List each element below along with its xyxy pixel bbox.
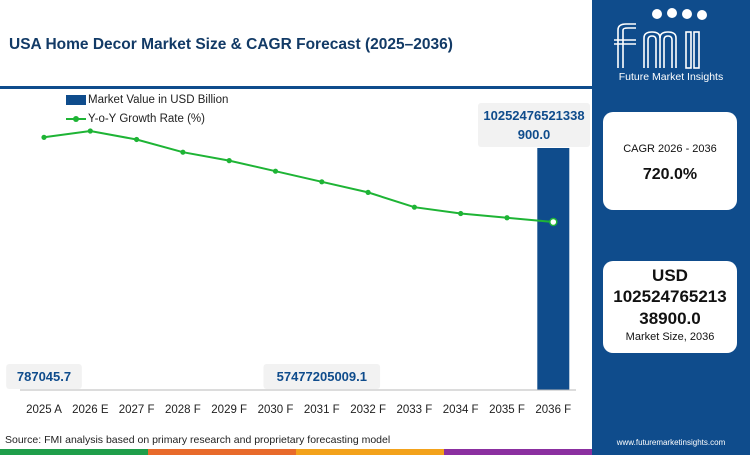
growth-point-2033-f [411, 204, 417, 210]
legend-label-market-value: Market Value in USD Billion [88, 93, 229, 106]
legend-item-market-value: Market Value in USD Billion [66, 90, 228, 109]
source-note: Source: FMI analysis based on primary re… [5, 434, 391, 446]
side-panel: Future Market Insights CAGR 2026 - 2036 … [592, 0, 750, 455]
title-divider [0, 86, 592, 89]
svg-text:57477205009.1: 57477205009.1 [277, 369, 367, 384]
strip-segment [0, 449, 148, 455]
growth-point-2031-f [319, 179, 325, 185]
bar-2036-f [537, 148, 570, 390]
x-tick-2036-f: 2036 F [535, 404, 571, 416]
x-axis-ticks: 2025 A 2026 E 2027 F 2028 F 2029 F 2030 F 2031… [26, 404, 571, 416]
x-tick-2032-f: 2032 F [350, 404, 386, 416]
strip-segment [296, 449, 444, 455]
data-labels: 787045.7 57477205009.1 10252476521338 900.0 [6, 103, 590, 389]
legend: Market Value in USD Billion Y-o-Y Growth… [66, 90, 228, 128]
growth-line [43, 129, 554, 223]
legend-label-growth-rate: Y-o-Y Growth Rate (%) [88, 112, 205, 125]
growth-point-2028-f [180, 149, 186, 155]
growth-point-2029-f [226, 158, 232, 164]
x-tick-2034-f: 2034 F [443, 404, 479, 416]
legend-bar-swatch [66, 94, 86, 105]
growth-point-2025-a [41, 134, 47, 140]
website-url: www.futuremarketinsights.com [616, 438, 726, 447]
x-tick-2027-f: 2027 F [119, 404, 155, 416]
bar-series [28, 148, 570, 390]
svg-text:10252476521338: 10252476521338 [483, 108, 584, 123]
page-title: USA Home Decor Market Size & CAGR Foreca… [9, 36, 453, 53]
fmi-logo-icon [614, 8, 707, 69]
market-size-label: Market Size, 2036 [625, 331, 715, 343]
data-label-2025-a: 787045.7 [6, 364, 82, 389]
chart-plot: 787045.7 57477205009.1 10252476521338 900.0… [6, 103, 590, 416]
strip-segment [148, 449, 296, 455]
svg-text:787045.7: 787045.7 [17, 369, 71, 384]
x-tick-2035-f: 2035 F [489, 404, 525, 416]
legend-line-swatch [66, 114, 86, 124]
cagr-card: CAGR 2026 - 2036 720.0% [603, 112, 737, 210]
x-tick-2025-a: 2025 A [26, 404, 62, 416]
cagr-label: CAGR 2026 - 2036 [623, 143, 717, 155]
growth-point-2026-e [87, 128, 93, 134]
x-tick-2028-f: 2028 F [165, 404, 201, 416]
cagr-value: 720.0% [642, 166, 698, 183]
x-tick-2030-f: 2030 F [258, 404, 294, 416]
x-tick-2026-e: 2026 E [72, 404, 109, 416]
svg-text:900.0: 900.0 [518, 127, 551, 142]
data-label-2036-f: 10252476521338 900.0 [478, 103, 590, 147]
growth-point-2027-f [134, 136, 140, 143]
x-tick-2033-f: 2033 F [396, 404, 432, 416]
market-size-currency: USD [652, 266, 688, 285]
strip-segment [444, 449, 592, 455]
market-size-value-line2: 38900.0 [639, 309, 701, 328]
growth-point-2036-f [549, 217, 558, 227]
x-tick-2029-f: 2029 F [211, 404, 247, 416]
growth-point-2034-f [458, 210, 464, 217]
legend-item-growth-rate: Y-o-Y Growth Rate (%) [66, 109, 228, 128]
growth-point-2032-f [365, 189, 371, 195]
growth-point-2030-f [272, 168, 279, 174]
data-label-2031-f: 57477205009.1 [263, 364, 381, 389]
growth-line-series [41, 128, 558, 227]
market-size-value-line1: 102524765213 [613, 287, 727, 306]
x-tick-2031-f: 2031 F [304, 404, 340, 416]
logo-wordmark: Future Market Insights [618, 71, 724, 83]
market-size-card: USD 102524765213 38900.0 Market Size, 20… [603, 261, 737, 353]
growth-point-2035-f [504, 215, 510, 221]
